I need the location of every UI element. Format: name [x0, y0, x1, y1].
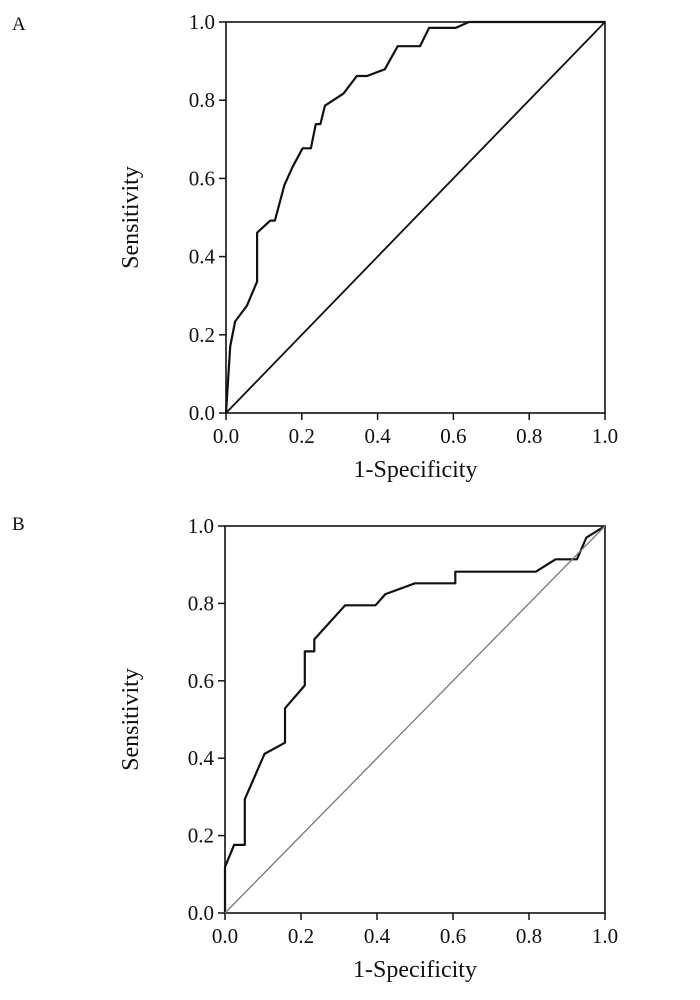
x-tick-label: 0.2 [288, 924, 314, 948]
y-axis-label: Sensitivity [118, 668, 144, 771]
x-axis-label: 1-Specificity [353, 957, 477, 983]
roc-curve-line [223, 525, 606, 913]
y-tick-label: 0.0 [189, 401, 215, 425]
y-tick-label: 0.6 [188, 669, 214, 693]
y-tick-label: 0.8 [188, 591, 214, 615]
x-tick-label: 0.8 [516, 424, 542, 448]
y-tick-label: 0.8 [189, 88, 215, 112]
reference-diagonal-line [224, 525, 606, 914]
x-tick-label: 0.0 [213, 424, 239, 448]
y-tick-label: 0.4 [189, 245, 216, 269]
plot-frame [225, 21, 606, 414]
y-tick-label: 0.2 [189, 323, 215, 347]
x-tick-label: 0.4 [364, 924, 391, 948]
panel-label: B [12, 514, 25, 535]
y-tick-label: 1.0 [188, 514, 214, 538]
roc-curve-line [224, 20, 605, 414]
y-tick-label: 1.0 [189, 10, 215, 34]
x-tick-label: 1.0 [592, 924, 618, 948]
x-tick-label: 0.8 [516, 924, 542, 948]
plot-frame [224, 525, 606, 914]
x-tick-label: 0.6 [440, 424, 466, 448]
x-tick-label: 0.6 [440, 924, 466, 948]
x-tick-label: 0.2 [289, 424, 315, 448]
panel-label: A [12, 14, 26, 35]
y-tick-label: 0.2 [188, 824, 214, 848]
chart-panel-b: B 0.0 0.2 0.4 0.6 0.8 1.0 0.0 0.2 0.4 0.6 0.8 1.0 1-S… [12, 514, 618, 983]
x-tick-label: 0.0 [212, 924, 238, 948]
y-tick-label: 0.0 [188, 901, 214, 925]
y-axis-label: Sensitivity [118, 166, 144, 269]
x-tick-label: 0.4 [364, 424, 391, 448]
y-tick-label: 0.6 [189, 166, 215, 190]
reference-diagonal-line [225, 21, 606, 414]
y-tick-label: 0.4 [188, 746, 215, 770]
chart-panel-a: A 0.0 0.2 0.4 0.6 0.8 1.0 0.0 0.2 0.4 0.6 0.8 1.0 1-S… [12, 10, 618, 483]
x-tick-label: 1.0 [592, 424, 618, 448]
x-axis-label: 1-Specificity [354, 457, 478, 483]
